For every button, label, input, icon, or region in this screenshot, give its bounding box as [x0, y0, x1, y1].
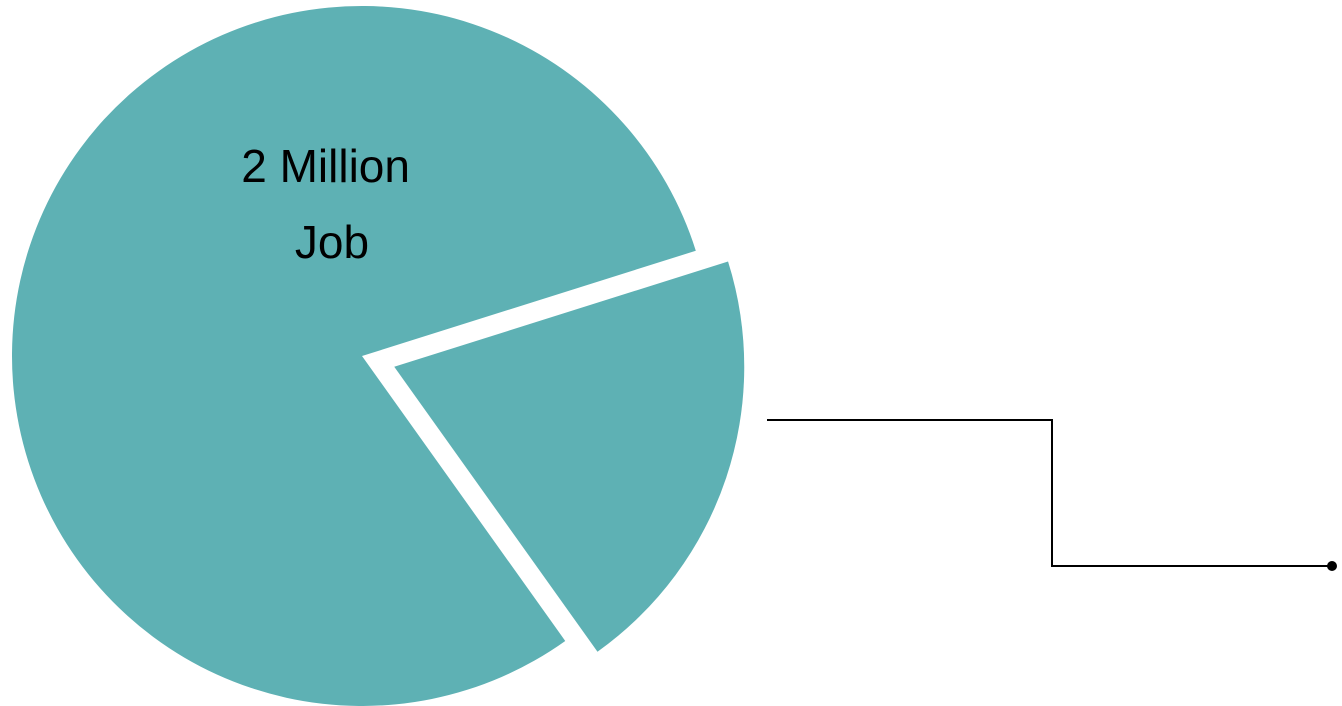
pie-slice-exploded [394, 261, 745, 652]
slice-label-line-2: Job [295, 216, 369, 268]
slice-label-line-1: 2 Million [241, 140, 410, 192]
pie-slice-main [12, 6, 696, 706]
callout-connector-dot [1327, 561, 1337, 571]
slice-label-2-million-job: 2 Million Job [241, 140, 423, 268]
callout-connector-line [767, 419, 1332, 567]
